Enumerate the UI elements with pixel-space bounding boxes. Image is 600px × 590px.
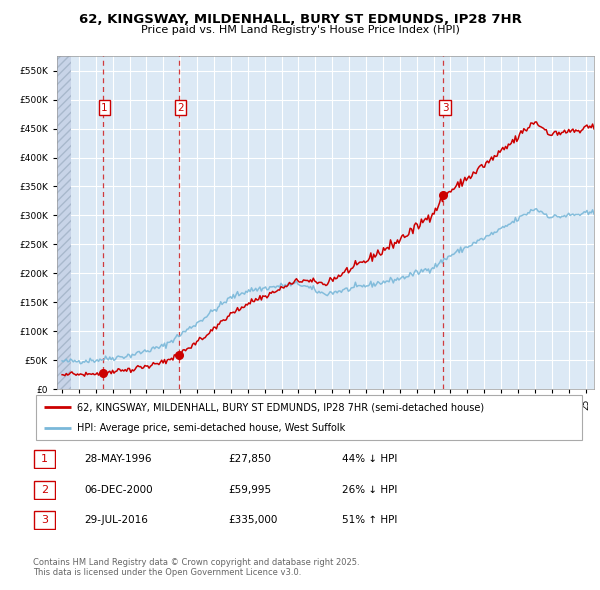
Text: 2: 2	[41, 485, 48, 494]
Text: 62, KINGSWAY, MILDENHALL, BURY ST EDMUNDS, IP28 7HR: 62, KINGSWAY, MILDENHALL, BURY ST EDMUND…	[79, 13, 521, 26]
Text: £335,000: £335,000	[228, 516, 277, 525]
Text: 28-MAY-1996: 28-MAY-1996	[84, 454, 151, 464]
Text: 29-JUL-2016: 29-JUL-2016	[84, 516, 148, 525]
Text: Contains HM Land Registry data © Crown copyright and database right 2025.
This d: Contains HM Land Registry data © Crown c…	[33, 558, 359, 577]
Bar	[57, 56, 71, 389]
Text: £59,995: £59,995	[228, 485, 271, 494]
Text: 26% ↓ HPI: 26% ↓ HPI	[342, 485, 397, 494]
Text: 3: 3	[41, 516, 48, 525]
Text: 1: 1	[101, 103, 108, 113]
Text: 62, KINGSWAY, MILDENHALL, BURY ST EDMUNDS, IP28 7HR (semi-detached house): 62, KINGSWAY, MILDENHALL, BURY ST EDMUND…	[77, 402, 484, 412]
Text: Price paid vs. HM Land Registry's House Price Index (HPI): Price paid vs. HM Land Registry's House …	[140, 25, 460, 35]
Text: 06-DEC-2000: 06-DEC-2000	[84, 485, 152, 494]
Text: 51% ↑ HPI: 51% ↑ HPI	[342, 516, 397, 525]
Text: HPI: Average price, semi-detached house, West Suffolk: HPI: Average price, semi-detached house,…	[77, 422, 345, 432]
Text: 1: 1	[41, 454, 48, 464]
Text: 2: 2	[177, 103, 184, 113]
Text: 3: 3	[442, 103, 448, 113]
Text: 44% ↓ HPI: 44% ↓ HPI	[342, 454, 397, 464]
Text: £27,850: £27,850	[228, 454, 271, 464]
